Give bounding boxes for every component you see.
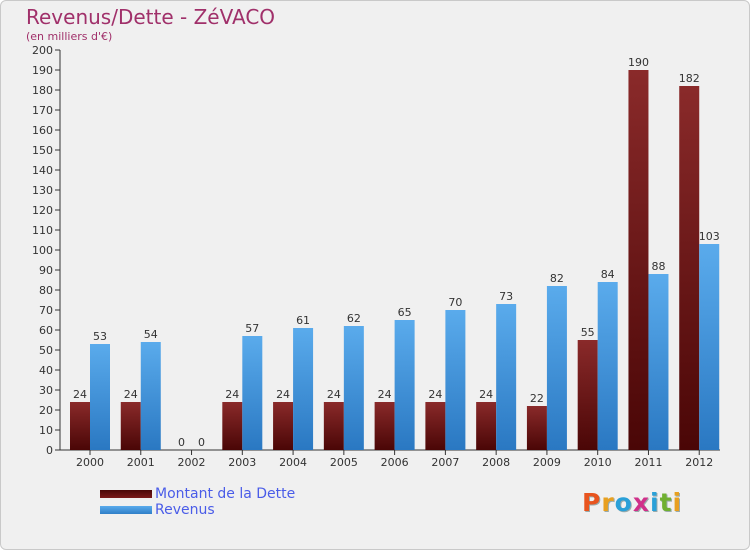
debt-bar: [222, 402, 243, 450]
y-tick-label: 80: [39, 284, 53, 297]
x-tick-label: 2009: [533, 456, 561, 469]
revenue-bar-label: 62: [347, 312, 361, 325]
y-tick-label: 30: [39, 384, 53, 397]
y-tick-label: 40: [39, 364, 53, 377]
x-tick-label: 2007: [431, 456, 459, 469]
y-tick-label: 60: [39, 324, 53, 337]
y-tick-label: 190: [32, 64, 53, 77]
y-tick-label: 170: [32, 104, 53, 117]
x-tick-label: 2004: [279, 456, 307, 469]
revenue-bar-label: 54: [144, 328, 158, 341]
revenue-bar-label: 73: [499, 290, 513, 303]
debt-bar-label: 24: [327, 388, 341, 401]
legend-label-debt: Montant de la Dette: [155, 486, 296, 502]
debt-bar-label: 24: [378, 388, 392, 401]
x-tick-label: 2008: [482, 456, 510, 469]
y-tick-label: 180: [32, 84, 53, 97]
revenue-bar-label: 88: [651, 260, 665, 273]
y-tick-label: 70: [39, 304, 53, 317]
y-tick-label: 140: [32, 164, 53, 177]
debt-bar-label: 0: [178, 436, 185, 449]
revenue-bar: [343, 326, 364, 450]
legend-swatch-revenue: [100, 506, 152, 514]
revenue-bar-label: 57: [245, 322, 259, 335]
debt-bar-label: 190: [628, 56, 649, 69]
y-tick-label: 120: [32, 204, 53, 217]
legend-label-revenue: Revenus: [155, 502, 215, 518]
revenue-bar: [90, 344, 110, 450]
revenue-bar-label: 0: [198, 436, 205, 449]
y-tick-label: 130: [32, 184, 53, 197]
debt-bar-label: 24: [479, 388, 493, 401]
debt-bar: [70, 402, 90, 450]
x-tick-label: 2012: [685, 456, 713, 469]
debt-bar: [476, 402, 497, 450]
debt-bar: [374, 402, 395, 450]
revenue-bar-label: 65: [398, 306, 412, 319]
legend-item-debt: Montant de la Dette: [100, 486, 360, 502]
revenue-bar: [445, 310, 466, 450]
y-tick-label: 200: [32, 44, 53, 57]
debt-bar: [425, 402, 446, 450]
revenue-bar-label: 61: [296, 314, 310, 327]
debt-bar-label: 55: [581, 326, 595, 339]
revenue-bar: [242, 336, 263, 450]
y-tick-label: 160: [32, 124, 53, 137]
revenue-bar-label: 103: [699, 230, 720, 243]
y-tick-label: 50: [39, 344, 53, 357]
legend-item-revenue: Revenus: [100, 502, 360, 518]
debt-bar-label: 182: [679, 72, 700, 85]
revenue-bar-label: 82: [550, 272, 564, 285]
debt-bar: [577, 340, 598, 450]
debt-bar-label: 24: [73, 388, 87, 401]
y-tick-label: 100: [32, 244, 53, 257]
debt-bar: [323, 402, 344, 450]
x-tick-label: 2006: [381, 456, 409, 469]
chart-subtitle: (en milliers d'€): [26, 30, 113, 43]
y-tick-label: 0: [46, 444, 53, 457]
revenue-bar: [394, 320, 415, 450]
legend-swatch-debt: [100, 490, 152, 498]
debt-bar: [273, 402, 294, 450]
debt-bar-label: 22: [530, 392, 544, 405]
chart-title: Revenus/Dette - ZéVACO: [26, 5, 276, 29]
y-tick-label: 110: [32, 224, 53, 237]
revenue-bar: [293, 328, 314, 450]
x-tick-label: 2000: [76, 456, 104, 469]
revenue-bar: [140, 342, 161, 450]
debt-bar: [526, 406, 547, 450]
x-tick-label: 2002: [178, 456, 206, 469]
debt-bar: [679, 86, 700, 450]
y-tick-label: 20: [39, 404, 53, 417]
x-tick-label: 2005: [330, 456, 358, 469]
legend: Montant de la Dette Revenus: [100, 486, 360, 518]
debt-bar-label: 24: [428, 388, 442, 401]
revenue-bar: [496, 304, 517, 450]
revenue-bar: [699, 244, 720, 450]
x-tick-label: 2010: [584, 456, 612, 469]
revenue-bar-label: 84: [601, 268, 615, 281]
revenue-bar: [597, 282, 618, 450]
y-tick-label: 10: [39, 424, 53, 437]
debt-bar-label: 24: [225, 388, 239, 401]
y-tick-label: 90: [39, 264, 53, 277]
revenue-bar: [648, 274, 669, 450]
x-tick-label: 2011: [634, 456, 662, 469]
revenue-bar: [546, 286, 567, 450]
debt-bar-label: 24: [124, 388, 138, 401]
debt-bar-label: 24: [276, 388, 290, 401]
revenue-bar-label: 70: [448, 296, 462, 309]
debt-bar: [120, 402, 141, 450]
debt-bar: [628, 70, 649, 450]
proxiti-logo: Proxiti: [582, 488, 683, 517]
x-tick-label: 2001: [127, 456, 155, 469]
revenue-bar-label: 53: [93, 330, 107, 343]
x-tick-label: 2003: [228, 456, 256, 469]
y-tick-label: 150: [32, 144, 53, 157]
